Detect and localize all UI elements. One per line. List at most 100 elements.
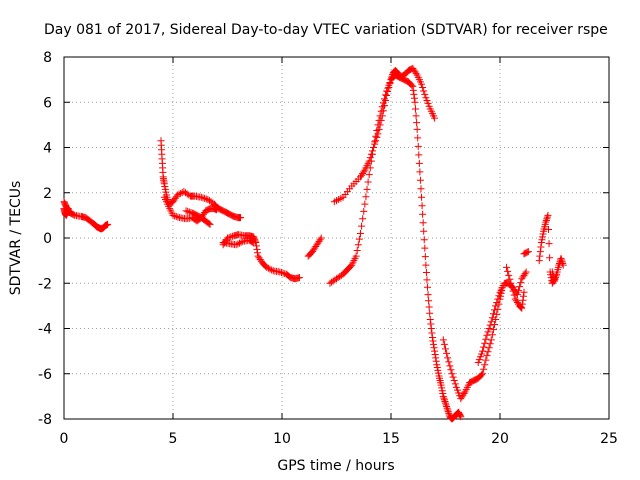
data-point xyxy=(104,220,112,228)
data-point xyxy=(440,396,448,404)
data-point xyxy=(276,268,284,276)
data-point xyxy=(356,229,364,237)
data-point xyxy=(487,336,495,344)
data-point xyxy=(199,194,207,202)
data-point xyxy=(494,295,502,303)
data-point xyxy=(448,370,456,378)
data-point xyxy=(552,272,560,280)
data-point xyxy=(441,397,449,405)
data-point xyxy=(517,304,525,312)
data-point xyxy=(184,207,192,215)
data-point xyxy=(431,114,439,122)
data-point xyxy=(427,325,435,332)
data-point xyxy=(253,245,261,253)
data-point xyxy=(481,339,489,347)
data-point xyxy=(374,121,382,129)
data-point xyxy=(416,176,424,184)
data-point xyxy=(542,218,550,226)
series-arc-13 xyxy=(503,263,528,312)
data-point xyxy=(224,234,231,242)
y-tick-label: 2 xyxy=(43,186,52,202)
data-point xyxy=(557,254,565,262)
data-point xyxy=(360,207,368,215)
data-point xyxy=(519,292,527,300)
data-point xyxy=(485,325,493,332)
data-point xyxy=(412,69,420,77)
data-point xyxy=(201,194,209,202)
data-point xyxy=(364,178,372,186)
data-point xyxy=(493,298,501,306)
data-point xyxy=(536,248,544,256)
data-point xyxy=(424,291,432,299)
data-point xyxy=(363,185,371,193)
series-arc-6 xyxy=(219,231,303,283)
data-point xyxy=(197,193,205,201)
data-point xyxy=(519,296,527,304)
data-point xyxy=(353,246,361,254)
data-point xyxy=(370,144,378,151)
data-point xyxy=(360,168,368,176)
y-tick-label: -2 xyxy=(38,276,52,292)
data-point xyxy=(444,408,452,416)
data-point xyxy=(361,200,369,208)
data-point xyxy=(424,283,432,291)
data-point xyxy=(427,320,435,328)
data-point xyxy=(491,306,499,314)
data-point xyxy=(235,239,243,247)
data-point xyxy=(377,107,385,115)
y-tick-label: -6 xyxy=(38,367,52,383)
data-point xyxy=(479,370,487,378)
data-point xyxy=(409,82,417,90)
data-point xyxy=(445,358,453,366)
data-point xyxy=(439,336,447,344)
data-point xyxy=(442,345,449,353)
data-point xyxy=(431,347,439,355)
data-point xyxy=(503,263,511,271)
data-point xyxy=(506,275,514,283)
data-point xyxy=(408,81,416,89)
series-arc-7 xyxy=(219,236,258,249)
data-point xyxy=(422,269,430,277)
data-point xyxy=(481,361,489,369)
data-point xyxy=(495,292,503,300)
data-point xyxy=(487,318,495,326)
data-point xyxy=(445,409,453,417)
data-point xyxy=(509,287,517,295)
data-point xyxy=(442,399,449,407)
data-point xyxy=(418,193,426,201)
data-point xyxy=(378,103,386,111)
data-point xyxy=(430,340,438,348)
data-point xyxy=(421,244,429,252)
data-point xyxy=(64,205,72,213)
data-point xyxy=(237,214,245,222)
data-point xyxy=(516,283,524,291)
data-point xyxy=(493,310,501,318)
data-point xyxy=(489,310,497,318)
data-point xyxy=(414,134,422,142)
data-point xyxy=(422,261,430,269)
data-point xyxy=(379,99,387,107)
data-point xyxy=(410,94,418,102)
data-point xyxy=(419,210,427,218)
series-arc-11 xyxy=(439,284,506,403)
data-point xyxy=(362,193,370,201)
series-arc-10 xyxy=(326,71,465,423)
data-point xyxy=(447,366,455,374)
data-marks xyxy=(60,64,567,423)
data-point xyxy=(479,347,487,355)
series-arc-14 xyxy=(520,248,532,258)
data-point xyxy=(439,392,447,400)
data-point xyxy=(426,309,434,317)
data-point xyxy=(417,185,425,193)
data-point xyxy=(268,266,276,274)
data-point xyxy=(410,90,418,98)
data-point xyxy=(558,258,566,266)
data-point xyxy=(484,348,492,356)
data-point xyxy=(518,300,526,308)
data-point xyxy=(365,171,373,179)
data-point xyxy=(535,257,543,265)
series-arc-2 xyxy=(60,205,72,219)
data-point xyxy=(513,291,521,299)
data-point xyxy=(382,91,390,99)
